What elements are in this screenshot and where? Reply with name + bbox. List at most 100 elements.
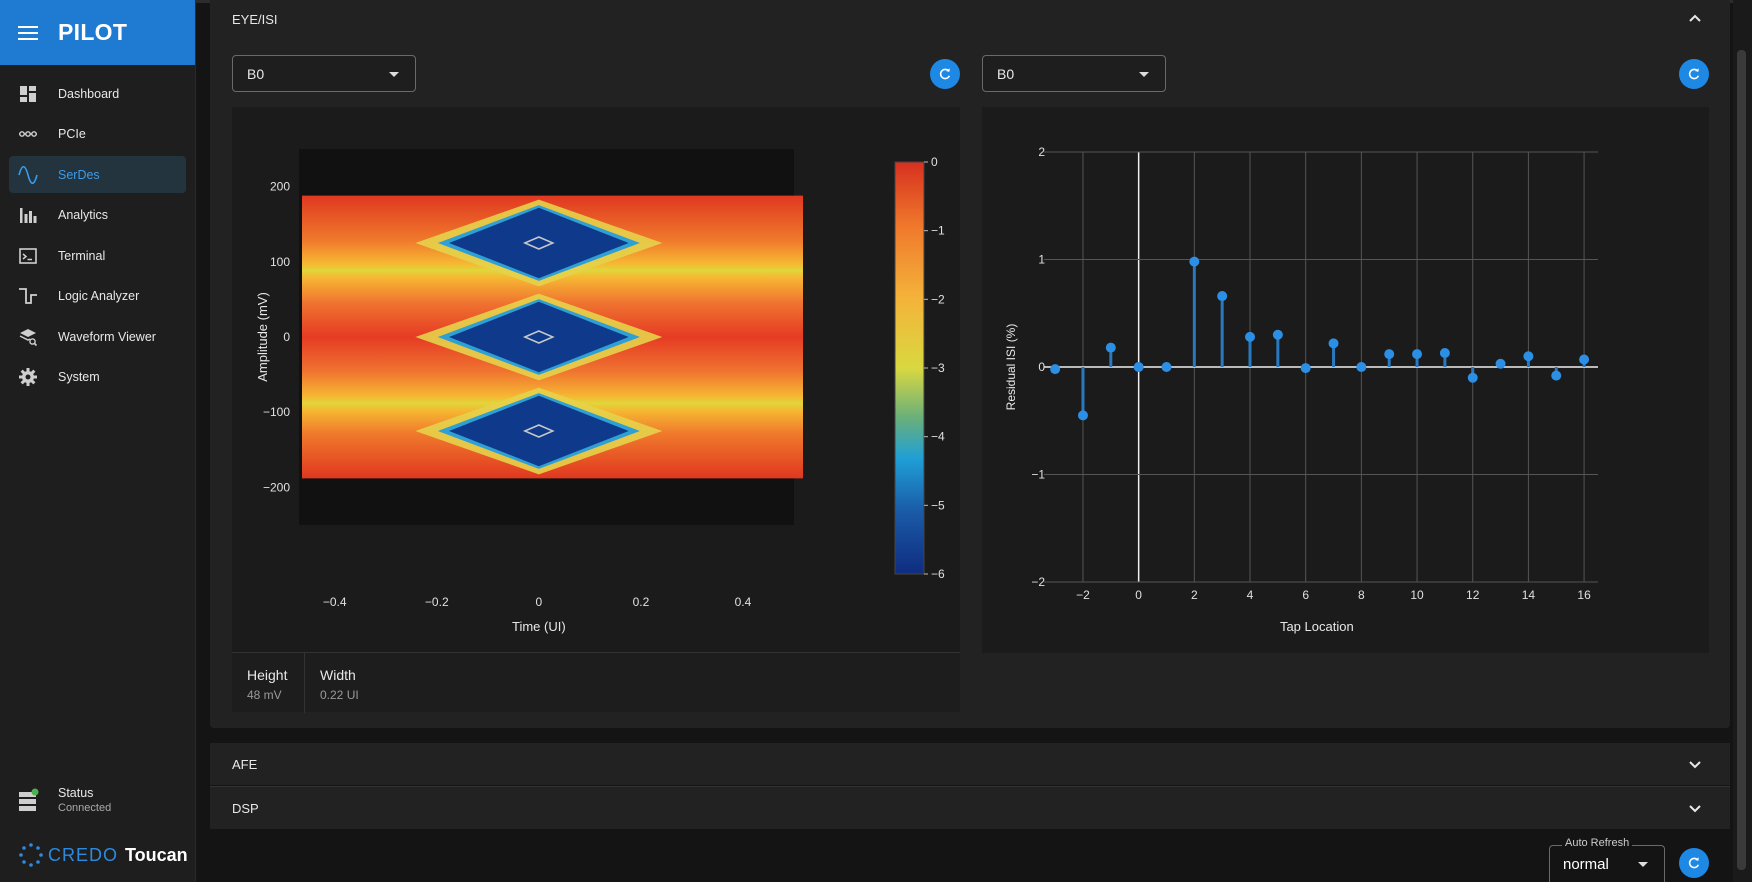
isi-point (1077, 410, 1088, 421)
x-tick-label: 0 (1135, 588, 1142, 602)
menu-icon[interactable] (18, 25, 38, 40)
eye-isi-title: EYE/ISI (232, 12, 278, 27)
x-tick-label: −0.4 (323, 595, 347, 609)
credo-logo: CREDO Toucan (18, 842, 188, 868)
caret-down-icon (1139, 72, 1149, 77)
server-status-icon (18, 788, 40, 812)
sidebar-item-label: PCIe (58, 127, 86, 141)
chevron-up-icon[interactable] (1688, 11, 1702, 25)
product-name: Toucan (125, 844, 188, 865)
refresh-icon (939, 68, 951, 80)
sidebar-item-pcie[interactable]: PCIe (9, 116, 186, 153)
dsp-title: DSP (232, 801, 259, 816)
eye-metrics: Height 48 mV Width 0.22 UI (232, 652, 960, 713)
sidebar-item-dashboard[interactable]: Dashboard (9, 75, 186, 112)
sidebar-item-terminal[interactable]: Terminal (9, 237, 186, 274)
colorbar (894, 161, 925, 575)
eye-mask (522, 236, 555, 250)
scrollbar-thumb[interactable] (1737, 50, 1746, 870)
status-value: Connected (58, 802, 112, 814)
x-axis-label: Time (UI) (512, 619, 566, 634)
afe-panel[interactable]: AFE (210, 743, 1730, 785)
y-tick-label: 1 (1038, 253, 1045, 267)
y-tick-label: 0 (1038, 360, 1045, 374)
app-header: PILOT (0, 0, 195, 65)
isi-lane-select[interactable]: B0 (982, 55, 1166, 92)
isi-point (1579, 354, 1590, 365)
isi-point (1300, 363, 1311, 374)
y-tick-label: 200 (270, 180, 290, 194)
app-title: PILOT (58, 19, 128, 45)
isi-point (1523, 351, 1534, 362)
y-tick-label: −2 (1031, 575, 1045, 589)
eye-height-value: 48 mV (247, 688, 282, 702)
sine-wave-icon (18, 165, 38, 185)
waveform-viewer-icon (18, 327, 38, 347)
y-tick-label: −100 (263, 405, 290, 419)
isi-point (1272, 329, 1283, 340)
y-tick-label: 2 (1038, 145, 1045, 159)
eye-height-metric: Height 48 mV (247, 667, 287, 702)
auto-refresh-label: Auto Refresh (1562, 837, 1633, 849)
chevron-down-icon[interactable] (1688, 801, 1702, 815)
isi-point (1217, 291, 1228, 302)
sidebar: PILOT Dashboard PCIe SerDes Analytics Te… (0, 0, 196, 882)
x-tick-label: 14 (1522, 588, 1536, 602)
isi-lane-value: B0 (997, 66, 1015, 82)
isi-refresh-button[interactable] (1679, 59, 1709, 89)
page-scrollbar[interactable] (1733, 0, 1752, 882)
isi-point (1384, 349, 1395, 360)
caret-down-icon (389, 72, 399, 77)
x-tick-label: 4 (1247, 588, 1254, 602)
y-axis-label: Residual ISI (%) (1004, 324, 1018, 411)
chevron-down-icon[interactable] (1688, 757, 1702, 771)
eye-width-value: 0.22 UI (320, 688, 359, 702)
terminal-icon (18, 246, 38, 266)
eye-lane-value: B0 (247, 66, 265, 82)
colorbar-tick-label: −3 (931, 361, 945, 375)
y-axis-label: Amplitude (mV) (255, 292, 270, 382)
gear-icon (18, 367, 38, 387)
eye-diagram-chart[interactable]: −0.4 −0.2 0 0.2 0.4 200 100 0 −100 −200 Time (UI) A… (232, 107, 960, 652)
refresh-icon (1688, 68, 1700, 80)
sidebar-nav: Dashboard PCIe SerDes Analytics Terminal… (0, 75, 195, 396)
eye-refresh-button[interactable] (930, 59, 960, 89)
global-refresh-button[interactable] (1679, 848, 1709, 878)
sidebar-item-label: Logic Analyzer (58, 289, 140, 303)
panel-divider (210, 786, 1730, 787)
dsp-panel[interactable]: DSP (210, 787, 1730, 829)
sidebar-item-label: SerDes (58, 167, 100, 182)
x-tick-label: 10 (1410, 588, 1424, 602)
x-tick-label: −2 (1076, 588, 1090, 602)
y-tick-label: 0 (283, 330, 290, 344)
sidebar-item-logic-analyzer[interactable]: Logic Analyzer (9, 278, 186, 315)
sidebar-item-label: Terminal (58, 248, 106, 263)
colorbar-tick-label: −5 (931, 498, 945, 512)
eye-width-metric: Width 0.22 UI (320, 667, 359, 702)
x-tick-label: 12 (1466, 588, 1480, 602)
colorbar-tick-label: −1 (931, 224, 945, 238)
isi-point (1133, 362, 1144, 372)
sidebar-item-serdes[interactable]: SerDes (9, 156, 186, 193)
eye-opening (449, 301, 629, 373)
eye-diagram-card: −0.4 −0.2 0 0.2 0.4 200 100 0 −100 −200 Time (UI) A… (232, 107, 960, 652)
x-tick-label: 16 (1577, 588, 1591, 602)
sidebar-item-analytics[interactable]: Analytics (9, 197, 186, 234)
sidebar-item-waveform-viewer[interactable]: Waveform Viewer (9, 318, 186, 355)
isi-point (1356, 362, 1367, 372)
auto-refresh-select[interactable]: Auto Refresh normal (1549, 837, 1665, 882)
isi-point (1495, 358, 1506, 369)
sidebar-item-label: System (58, 370, 100, 384)
sidebar-item-system[interactable]: System (9, 359, 186, 396)
x-tick-label: 8 (1358, 588, 1365, 602)
eye-mask (522, 330, 555, 344)
y-tick-label: −200 (263, 480, 290, 494)
eye-lane-select[interactable]: B0 (232, 55, 416, 92)
isi-point (1467, 372, 1478, 383)
square-wave-icon (18, 286, 38, 306)
afe-title: AFE (232, 757, 258, 772)
sidebar-item-label: Analytics (58, 208, 109, 222)
y-tick-label: 100 (270, 255, 290, 269)
x-tick-label: 2 (1191, 588, 1198, 602)
